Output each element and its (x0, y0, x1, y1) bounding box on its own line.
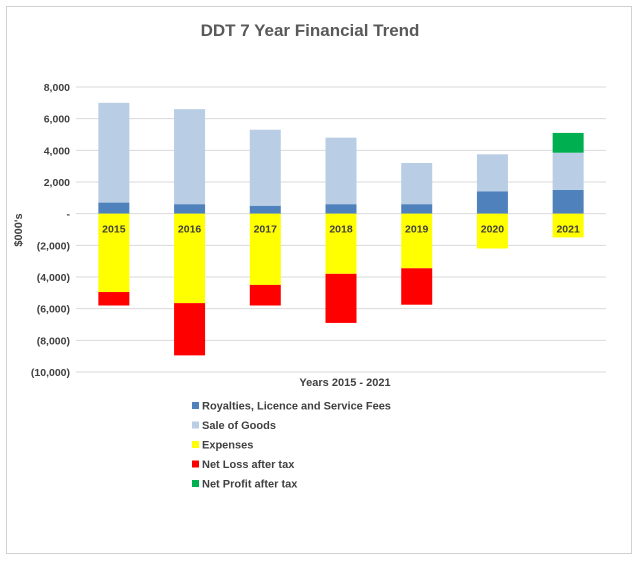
category-label: 2018 (329, 224, 353, 236)
bar-2019-series-0 (401, 204, 433, 214)
legend-item-label: Royalties, Licence and Service Fees (202, 401, 391, 413)
legend-item-label: Sale of Goods (202, 420, 276, 432)
chart-title: DDT 7 Year Financial Trend (201, 21, 420, 40)
bar-2017-series-0 (249, 205, 281, 214)
category-label: 2016 (178, 224, 202, 236)
bar-2021-series-2 (552, 213, 584, 238)
x-axis-label: Years 2015 - 2021 (299, 377, 390, 389)
legend-swatch (192, 421, 199, 429)
y-axis-label: $000's (13, 213, 25, 246)
bar-2019-series-3 (401, 268, 433, 305)
y-tick-label: (10,000) (31, 367, 70, 379)
bar-2015-series-1 (98, 102, 130, 203)
y-tick-label: 8,000 (44, 82, 70, 94)
bar-2015-series-2 (98, 213, 130, 293)
bar-2015-series-0 (98, 202, 130, 214)
y-tick-label: (6,000) (37, 304, 70, 316)
legend-item-label: Expenses (202, 440, 253, 452)
bar-2020-series-2 (476, 213, 508, 249)
bar-2021-series-1 (552, 152, 584, 190)
bar-2016-series-3 (174, 303, 206, 356)
y-tick-label: (4,000) (37, 272, 70, 284)
category-label: 2017 (254, 224, 278, 236)
category-labels: 2015 2016 2017 2018 2019 2020 2021 (102, 224, 580, 236)
category-label: 2020 (481, 224, 505, 236)
y-tick-label: (2,000) (37, 240, 70, 252)
legend-item-label: Net Profit after tax (202, 479, 298, 491)
bar-2017-series-1 (249, 129, 281, 206)
legend-swatch (192, 402, 199, 409)
legend-swatch (192, 460, 199, 468)
bar-2019-series-1 (401, 163, 433, 205)
bar-2016-series-1 (174, 109, 206, 205)
y-tick-label: 6,000 (44, 114, 70, 126)
bar-2020-series-0 (476, 191, 508, 214)
bar-2021-series-0 (552, 189, 584, 214)
bar-2016-series-0 (174, 204, 206, 214)
bar-2021-series-4 (552, 132, 584, 153)
y-tick-label: 4,000 (44, 145, 70, 157)
bar-2015-series-3 (98, 292, 130, 306)
legend: Royalties, Licence and Service Fees Sale … (192, 401, 391, 491)
grid-lines (76, 86, 606, 373)
bars (98, 102, 584, 356)
category-label: 2019 (405, 224, 429, 236)
y-tick-label: 2,000 (44, 177, 70, 189)
legend-swatch (192, 480, 199, 487)
bar-2016-series-2 (174, 213, 206, 304)
y-tick-label: (8,000) (37, 335, 70, 347)
bar-2017-series-3 (249, 284, 281, 306)
bar-2018-series-2 (325, 213, 357, 274)
bar-2019-series-2 (401, 213, 433, 269)
category-label: 2015 (102, 224, 126, 236)
legend-swatch (192, 441, 199, 448)
legend-item-label: Net Loss after tax (202, 459, 295, 471)
category-label: 2021 (556, 224, 580, 236)
y-tick-label: - (67, 209, 71, 221)
bar-2018-series-1 (325, 137, 357, 205)
bar-2020-series-1 (476, 154, 508, 192)
y-axis-ticks: 8,000 6,000 4,000 2,000 - (2,000) (4,000) (6,00… (31, 82, 71, 379)
bar-2017-series-2 (249, 213, 281, 285)
bar-2018-series-3 (325, 273, 357, 323)
bar-2018-series-0 (325, 204, 357, 214)
